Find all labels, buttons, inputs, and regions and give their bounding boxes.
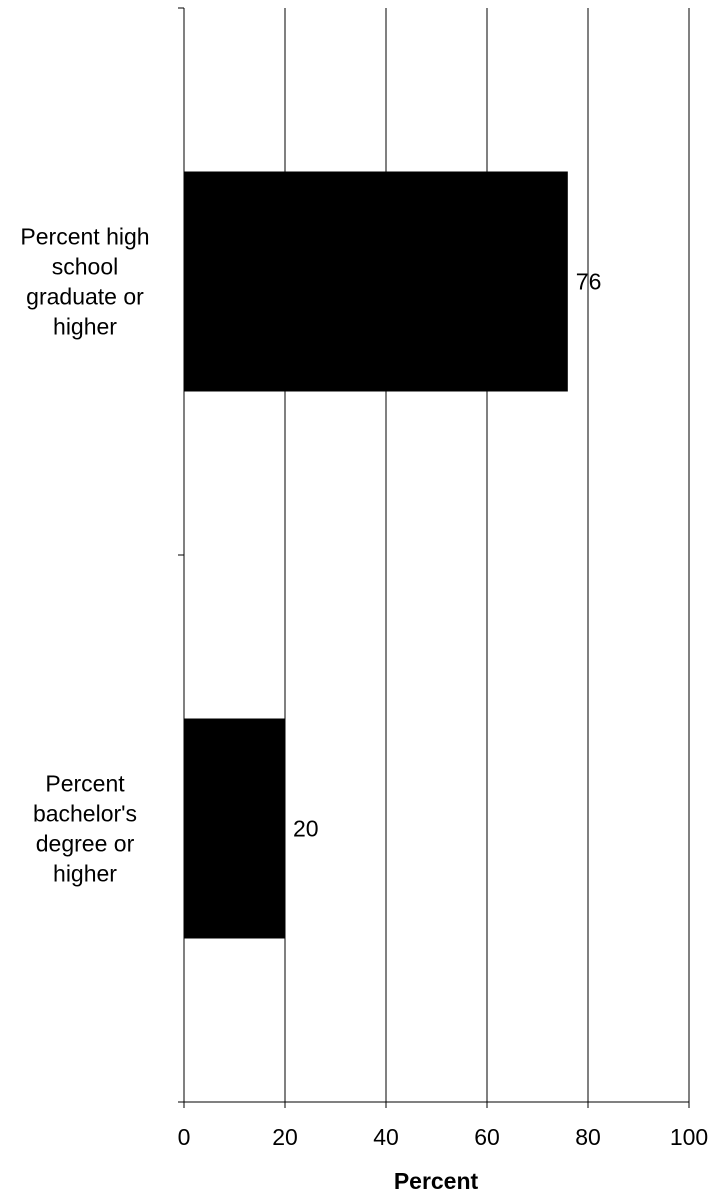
x-tick-label-40: 40 (373, 1124, 399, 1150)
bar-0 (184, 171, 568, 392)
category-label-line: graduate or (26, 284, 144, 310)
category-label-line: higher (53, 314, 117, 340)
bar-1 (184, 718, 285, 939)
category-label-line: Percent (45, 771, 125, 797)
x-tick-label-20: 20 (272, 1124, 298, 1150)
data-label-0: 76 (576, 269, 602, 295)
category-label-0: Percent high school graduate or higher (20, 224, 149, 340)
x-tick-labels: 0 20 40 60 80 100 (178, 1124, 709, 1150)
category-label-line: higher (53, 861, 117, 887)
x-tick-label-60: 60 (474, 1124, 500, 1150)
x-tick-label-0: 0 (178, 1124, 191, 1150)
x-axis-title: Percent (394, 1168, 479, 1194)
category-label-line: Percent high (20, 224, 149, 250)
category-label-1: Percent bachelor's degree or higher (33, 771, 137, 887)
category-label-line: bachelor's (33, 801, 137, 827)
data-label-1: 20 (293, 816, 319, 842)
category-labels: Percent high school graduate or higherPerce… (20, 224, 149, 887)
axes (178, 7, 690, 1108)
category-label-line: school (52, 254, 118, 280)
x-tick-label-80: 80 (575, 1124, 601, 1150)
bars (184, 171, 568, 939)
category-label-line: degree or (36, 831, 135, 857)
x-tick-label-100: 100 (670, 1124, 708, 1150)
data-labels: 76 20 (293, 269, 601, 842)
